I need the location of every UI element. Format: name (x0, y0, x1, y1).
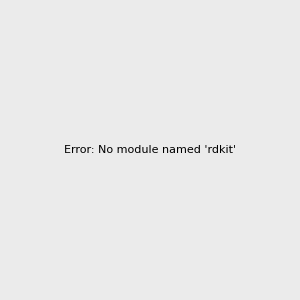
Text: Error: No module named 'rdkit': Error: No module named 'rdkit' (64, 145, 236, 155)
